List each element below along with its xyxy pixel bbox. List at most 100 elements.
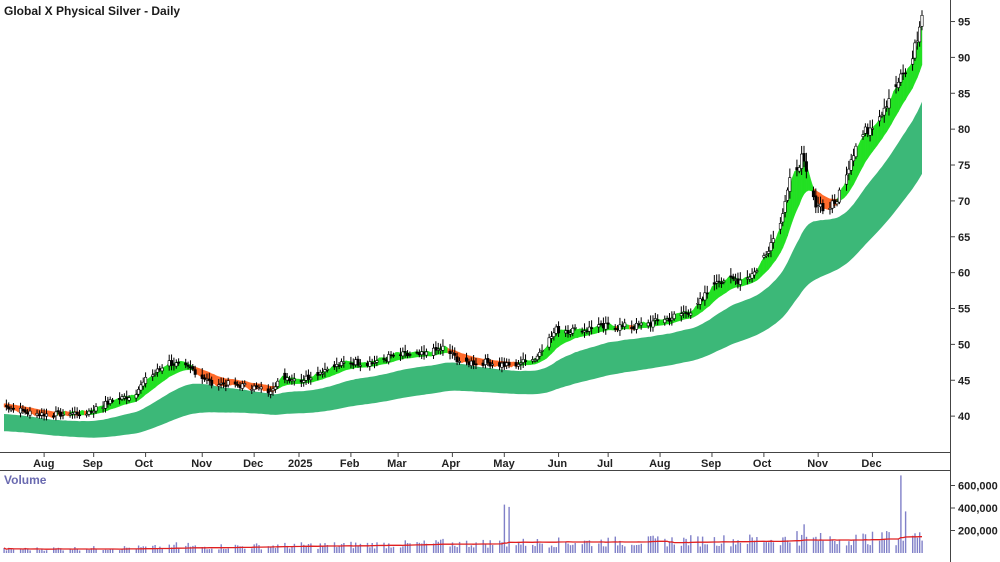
- candle-body: [490, 363, 494, 366]
- candle-body: [802, 153, 806, 162]
- volume-bar: [647, 536, 650, 553]
- volume-bar: [508, 506, 510, 553]
- candle-body: [403, 351, 407, 353]
- volume-bar: [399, 547, 402, 553]
- volume-bar: [683, 537, 685, 553]
- short-term-ribbon-segment: [412, 351, 415, 359]
- volume-bar: [850, 545, 852, 553]
- candle-body: [408, 354, 412, 356]
- volume-bar: [142, 546, 144, 553]
- volume-bar: [409, 543, 411, 553]
- volume-bar: [435, 540, 437, 553]
- short-term-ribbon-segment: [560, 329, 564, 346]
- candle-body: [752, 271, 756, 276]
- candle-body: [712, 282, 716, 285]
- volume-bar: [338, 545, 340, 553]
- volume-bar: [680, 545, 683, 553]
- candle-body: [78, 414, 82, 417]
- volume-bar: [673, 544, 675, 553]
- volume-bar: [29, 550, 31, 553]
- candle-body: [800, 153, 804, 169]
- volume-bar: [723, 535, 725, 553]
- candle-body: [200, 374, 204, 379]
- volume-bar: [437, 541, 439, 553]
- time-tick-label: Nov: [807, 458, 829, 470]
- volume-bar: [324, 543, 326, 553]
- candle-body: [287, 378, 291, 382]
- volume-bar: [591, 546, 593, 553]
- volume-bar: [617, 545, 619, 553]
- volume-bar: [418, 542, 421, 553]
- volume-bar: [432, 543, 435, 553]
- volume-bar: [574, 543, 576, 553]
- volume-bar: [369, 547, 371, 553]
- volume-bar: [912, 535, 914, 553]
- volume-bar: [739, 542, 742, 553]
- short-term-ribbon-segment: [296, 378, 300, 385]
- volume-bar: [572, 544, 574, 553]
- volume-bar: [425, 543, 428, 553]
- volume-bar: [779, 545, 782, 553]
- volume-bar: [475, 542, 477, 553]
- volume-bar: [267, 546, 270, 553]
- candle-body: [252, 385, 256, 391]
- candle-body: [188, 366, 192, 369]
- volume-bar: [635, 545, 638, 553]
- candle-body: [134, 394, 138, 399]
- time-tick-label: Sep: [83, 458, 103, 470]
- volume-bar: [3, 548, 5, 553]
- volume-bar: [225, 549, 227, 553]
- time-tick-label: Jul: [597, 458, 613, 470]
- volume-bar: [786, 540, 789, 553]
- volume-bar: [326, 545, 329, 553]
- volume-bar: [62, 550, 64, 553]
- volume-bar: [303, 544, 305, 553]
- candle-body: [167, 360, 171, 367]
- volume-bar: [904, 511, 907, 553]
- price-tick-label: 85: [958, 88, 970, 100]
- price-tick-label: 60: [958, 268, 970, 280]
- volume-bar: [541, 543, 543, 553]
- candle-body: [771, 238, 775, 243]
- volume-bar: [366, 542, 369, 553]
- volume-bar: [756, 537, 758, 553]
- candle-body: [684, 312, 688, 314]
- volume-bar: [515, 545, 517, 553]
- candle-body: [750, 273, 754, 279]
- volume-bar: [152, 545, 154, 553]
- volume-bar: [782, 537, 784, 553]
- volume-bar: [43, 550, 45, 553]
- price-tick-label: 45: [958, 375, 970, 387]
- volume-bar: [699, 546, 701, 553]
- candle-body: [467, 361, 471, 365]
- volume-bar: [104, 549, 107, 553]
- short-term-ribbon-segment: [860, 135, 864, 172]
- candle-body: [236, 384, 240, 386]
- candle-body: [918, 26, 922, 43]
- candle-body: [321, 372, 325, 375]
- candle-body: [92, 410, 96, 414]
- candle-body: [788, 177, 792, 192]
- volume-bar: [558, 537, 560, 553]
- candle-body: [417, 352, 421, 356]
- candle-body: [573, 327, 577, 329]
- candle-body: [649, 322, 653, 327]
- short-term-ribbon-segment: [81, 410, 85, 416]
- price-axis: 40 45 50 55 60 65 70 75 80 85 90 95: [950, 17, 970, 423]
- volume-bar: [319, 543, 321, 553]
- price-tick-label: 90: [958, 52, 970, 64]
- candle-body: [852, 155, 856, 162]
- candle-body: [899, 73, 903, 83]
- candle-body: [877, 116, 881, 122]
- volume-bar: [293, 543, 296, 553]
- price-tick-label: 75: [958, 160, 970, 172]
- candle-body: [325, 368, 329, 371]
- volume-bar: [501, 542, 503, 553]
- candle-body: [271, 388, 275, 391]
- volume-bar: [260, 549, 262, 553]
- short-term-ribbon-segment: [346, 360, 349, 371]
- candle-body: [207, 378, 211, 381]
- candle-body: [516, 364, 520, 367]
- volume-bar: [161, 548, 163, 553]
- volume-bar: [621, 545, 624, 553]
